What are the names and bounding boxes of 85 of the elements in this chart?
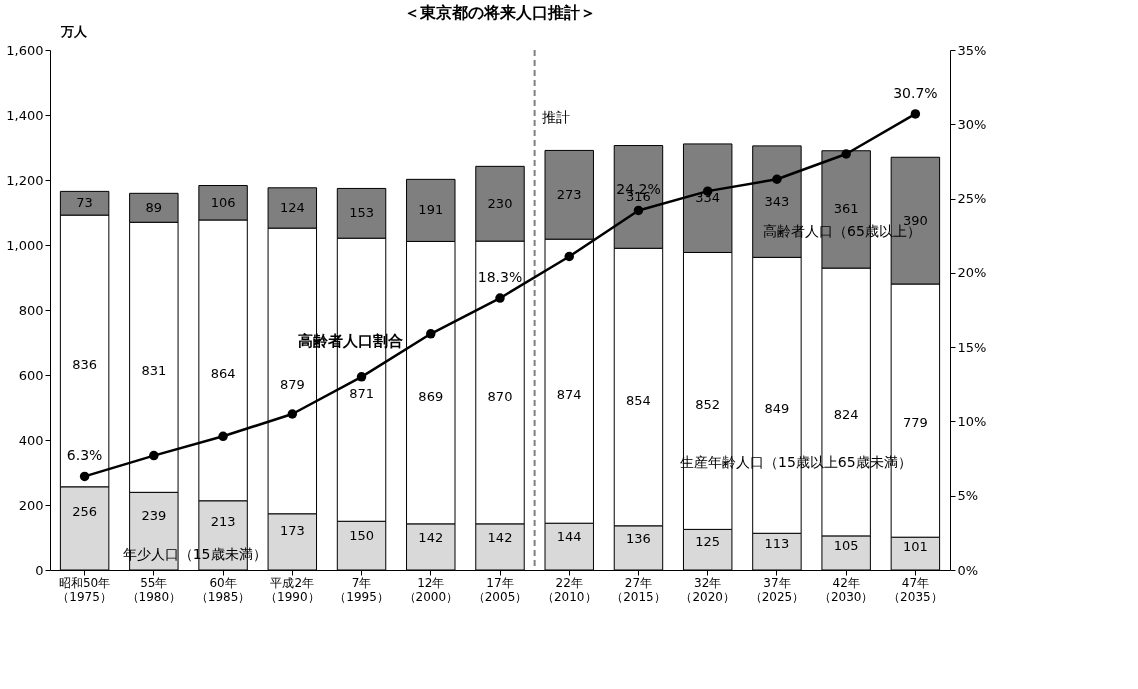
point xyxy=(426,329,436,339)
data-label: 273 xyxy=(556,186,582,202)
x-tick-label: 42年（2030） xyxy=(818,575,874,604)
point xyxy=(910,109,921,119)
x-tick-label: 17年（2005） xyxy=(472,575,528,604)
x-tick-label: 27年（2015） xyxy=(611,575,666,604)
data-label: 361 xyxy=(833,201,859,217)
point xyxy=(356,372,367,382)
y2-tick-label: 10% xyxy=(957,413,987,429)
data-label: 6.3% xyxy=(66,447,103,464)
data-label: 343 xyxy=(764,193,790,209)
y-tick-label: 400 xyxy=(18,432,44,448)
data-label: 18.3% xyxy=(477,269,523,286)
annotation: 推計 xyxy=(541,109,570,126)
data-label: 230 xyxy=(487,195,513,211)
x-tick-label: 47年（2035） xyxy=(888,575,943,604)
data-label: 89 xyxy=(145,199,163,215)
point xyxy=(79,471,90,482)
data-label: 864 xyxy=(210,366,236,382)
data-label: 153 xyxy=(349,205,374,221)
y2-tick-label: 15% xyxy=(957,339,987,355)
x-tick-label: 60年（1985） xyxy=(195,575,251,604)
point xyxy=(564,251,574,262)
x-tick-label: 昭和50年（1975） xyxy=(57,575,112,604)
y-tick-label: 200 xyxy=(18,497,44,513)
data-label: 824 xyxy=(833,407,859,423)
y-tick-label: 1,400 xyxy=(6,107,44,123)
data-label: 871 xyxy=(349,385,374,401)
data-label: 144 xyxy=(556,529,582,545)
data-label: 854 xyxy=(626,392,651,408)
data-label: 213 xyxy=(210,513,236,529)
data-label: 142 xyxy=(487,529,513,545)
x-tick-label: 7年（1995） xyxy=(334,575,389,604)
data-label: 836 xyxy=(72,356,98,372)
point xyxy=(149,450,159,461)
data-label: 390 xyxy=(902,212,928,228)
data-label: 173 xyxy=(279,522,305,538)
data-label: 239 xyxy=(141,507,167,523)
point xyxy=(218,431,228,442)
data-label: 150 xyxy=(349,527,374,543)
data-label: 30.7% xyxy=(893,84,938,101)
data-label: 870 xyxy=(487,388,513,404)
y2-tick-label: 0% xyxy=(957,562,979,578)
y-tick-label: 1,600 xyxy=(6,42,44,58)
x-tick-label: 55年（1980） xyxy=(126,575,182,604)
point xyxy=(287,409,298,419)
data-label: 874 xyxy=(556,387,582,403)
data-label: 142 xyxy=(418,529,444,545)
data-label: 136 xyxy=(626,531,651,547)
y-tick-label: 0 xyxy=(35,562,44,578)
point xyxy=(772,174,782,184)
data-label: 124 xyxy=(279,199,305,215)
data-label: 879 xyxy=(279,377,305,393)
data-label: 191 xyxy=(418,202,444,218)
data-label: 106 xyxy=(210,194,236,210)
y2-tick-label: 5% xyxy=(957,488,979,504)
x-tick-label: 12年（2000） xyxy=(403,575,459,604)
data-label: 869 xyxy=(418,388,444,404)
data-label: 105 xyxy=(833,538,859,554)
x-tick-label: 22年（2010） xyxy=(541,575,597,604)
point xyxy=(633,205,644,216)
y-tick-label: 600 xyxy=(18,367,44,383)
x-tick-label: 32年（2020） xyxy=(680,575,735,604)
y-tick-label: 1,200 xyxy=(6,172,44,188)
data-label: 113 xyxy=(764,536,790,552)
data-label: 101 xyxy=(902,539,928,555)
data-label: 73 xyxy=(76,195,93,211)
y-tick-label: 1,000 xyxy=(6,237,44,253)
point xyxy=(841,149,851,159)
chart-title: ＜東京都の将来人口推計＞ xyxy=(404,3,596,22)
y2-tick-label: 20% xyxy=(957,265,987,281)
y2-tick-label: 35% xyxy=(957,42,987,58)
data-label: 831 xyxy=(141,362,167,378)
y-axis-title: 万人 xyxy=(59,23,88,39)
y2-tick-label: 30% xyxy=(957,116,987,132)
data-label: 256 xyxy=(72,503,98,519)
data-label: 125 xyxy=(695,533,721,549)
y-tick-label: 800 xyxy=(18,302,44,318)
x-tick-label: 37年（2025） xyxy=(749,575,805,604)
data-label: 779 xyxy=(902,415,928,431)
point xyxy=(495,293,505,303)
y2-tick-label: 25% xyxy=(957,191,987,207)
x-tick-label: 平成2年（1990） xyxy=(265,575,320,604)
data-label: 852 xyxy=(695,396,721,412)
data-label: 849 xyxy=(764,401,790,417)
